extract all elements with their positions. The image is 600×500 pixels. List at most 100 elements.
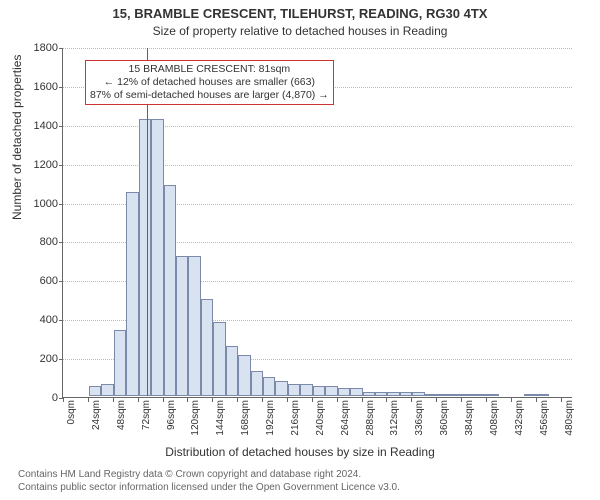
histogram-bar xyxy=(126,192,138,396)
histogram-bar xyxy=(213,322,225,396)
histogram-bar xyxy=(288,384,300,396)
xtick-label: 0sqm xyxy=(66,400,77,450)
histogram-bar xyxy=(201,299,213,396)
ytick-label: 800 xyxy=(18,236,58,248)
xtick-mark xyxy=(411,398,412,402)
ytick-mark xyxy=(59,48,63,49)
xtick-label: 312sqm xyxy=(389,400,400,450)
histogram-bar xyxy=(101,384,113,396)
histogram-bar xyxy=(151,119,163,396)
annotation-line: ← 12% of detached houses are smaller (66… xyxy=(90,76,329,89)
xtick-label: 192sqm xyxy=(265,400,276,450)
ytick-label: 400 xyxy=(18,314,58,326)
annotation-line: 87% of semi-detached houses are larger (… xyxy=(90,89,329,102)
ytick-label: 0 xyxy=(18,392,58,404)
histogram-bar xyxy=(437,394,449,396)
histogram-bar xyxy=(338,388,350,396)
xtick-mark xyxy=(212,398,213,402)
xtick-label: 480sqm xyxy=(564,400,575,450)
histogram-bar xyxy=(139,119,151,396)
xtick-label: 24sqm xyxy=(91,400,102,450)
annotation-box: 15 BRAMBLE CRESCENT: 81sqm← 12% of detac… xyxy=(85,60,334,105)
ytick-mark xyxy=(59,165,63,166)
xtick-label: 384sqm xyxy=(464,400,475,450)
histogram-bar xyxy=(450,394,462,396)
xtick-mark xyxy=(113,398,114,402)
xtick-label: 408sqm xyxy=(489,400,500,450)
xtick-label: 264sqm xyxy=(340,400,351,450)
histogram-bar xyxy=(188,256,200,396)
histogram-bar xyxy=(226,346,238,396)
plot-area: 0200400600800100012001400160018000sqm24s… xyxy=(62,48,572,398)
xtick-mark xyxy=(237,398,238,402)
histogram-chart: 0200400600800100012001400160018000sqm24s… xyxy=(62,48,572,398)
xtick-mark xyxy=(486,398,487,402)
xtick-mark xyxy=(461,398,462,402)
histogram-bar xyxy=(238,355,250,396)
annotation-line: 15 BRAMBLE CRESCENT: 81sqm xyxy=(90,63,329,76)
ytick-label: 1800 xyxy=(18,42,58,54)
histogram-bar xyxy=(400,392,412,396)
ytick-label: 1600 xyxy=(18,81,58,93)
xtick-mark xyxy=(287,398,288,402)
xtick-mark xyxy=(163,398,164,402)
xtick-mark xyxy=(63,398,64,402)
xtick-label: 120sqm xyxy=(190,400,201,450)
histogram-bar xyxy=(176,256,188,396)
xtick-label: 432sqm xyxy=(514,400,525,450)
footer-line-2: Contains public sector information licen… xyxy=(18,482,400,495)
histogram-bar xyxy=(164,185,176,396)
histogram-bar xyxy=(114,330,126,396)
xtick-label: 168sqm xyxy=(240,400,251,450)
ytick-label: 1400 xyxy=(18,120,58,132)
histogram-bar xyxy=(363,392,375,396)
gridline xyxy=(63,48,572,50)
ytick-label: 600 xyxy=(18,275,58,287)
histogram-bar xyxy=(325,386,337,396)
y-axis-title: Number of detached properties xyxy=(10,55,24,220)
xtick-mark xyxy=(138,398,139,402)
xtick-label: 456sqm xyxy=(539,400,550,450)
ytick-mark xyxy=(59,204,63,205)
xtick-label: 144sqm xyxy=(215,400,226,450)
histogram-bar xyxy=(251,371,263,396)
xtick-label: 240sqm xyxy=(315,400,326,450)
ytick-mark xyxy=(59,242,63,243)
xtick-mark xyxy=(88,398,89,402)
x-axis-title: Distribution of detached houses by size … xyxy=(0,445,600,459)
histogram-bar xyxy=(89,386,101,396)
ytick-mark xyxy=(59,126,63,127)
footer-attribution: Contains HM Land Registry data © Crown c… xyxy=(18,469,400,494)
histogram-bar xyxy=(300,384,312,396)
ytick-label: 1200 xyxy=(18,159,58,171)
footer-line-1: Contains HM Land Registry data © Crown c… xyxy=(18,469,400,482)
xtick-mark xyxy=(436,398,437,402)
xtick-label: 288sqm xyxy=(365,400,376,450)
histogram-bar xyxy=(524,394,536,396)
page-subtitle: Size of property relative to detached ho… xyxy=(0,22,600,38)
xtick-label: 336sqm xyxy=(414,400,425,450)
histogram-bar xyxy=(474,394,486,396)
xtick-mark xyxy=(561,398,562,402)
xtick-mark xyxy=(536,398,537,402)
histogram-bar xyxy=(263,377,275,396)
ytick-label: 1000 xyxy=(18,198,58,210)
ytick-label: 200 xyxy=(18,353,58,365)
histogram-bar xyxy=(350,388,362,396)
xtick-mark xyxy=(386,398,387,402)
histogram-bar xyxy=(487,394,499,396)
ytick-mark xyxy=(59,359,63,360)
xtick-mark xyxy=(187,398,188,402)
histogram-bar xyxy=(537,394,549,396)
xtick-label: 216sqm xyxy=(290,400,301,450)
page-title: 15, BRAMBLE CRESCENT, TILEHURST, READING… xyxy=(0,0,600,22)
xtick-mark xyxy=(337,398,338,402)
xtick-label: 72sqm xyxy=(141,400,152,450)
ytick-mark xyxy=(59,320,63,321)
ytick-mark xyxy=(59,281,63,282)
histogram-bar xyxy=(412,392,424,396)
xtick-label: 360sqm xyxy=(439,400,450,450)
histogram-bar xyxy=(313,386,325,396)
histogram-bar xyxy=(275,381,287,397)
histogram-bar xyxy=(375,392,387,396)
